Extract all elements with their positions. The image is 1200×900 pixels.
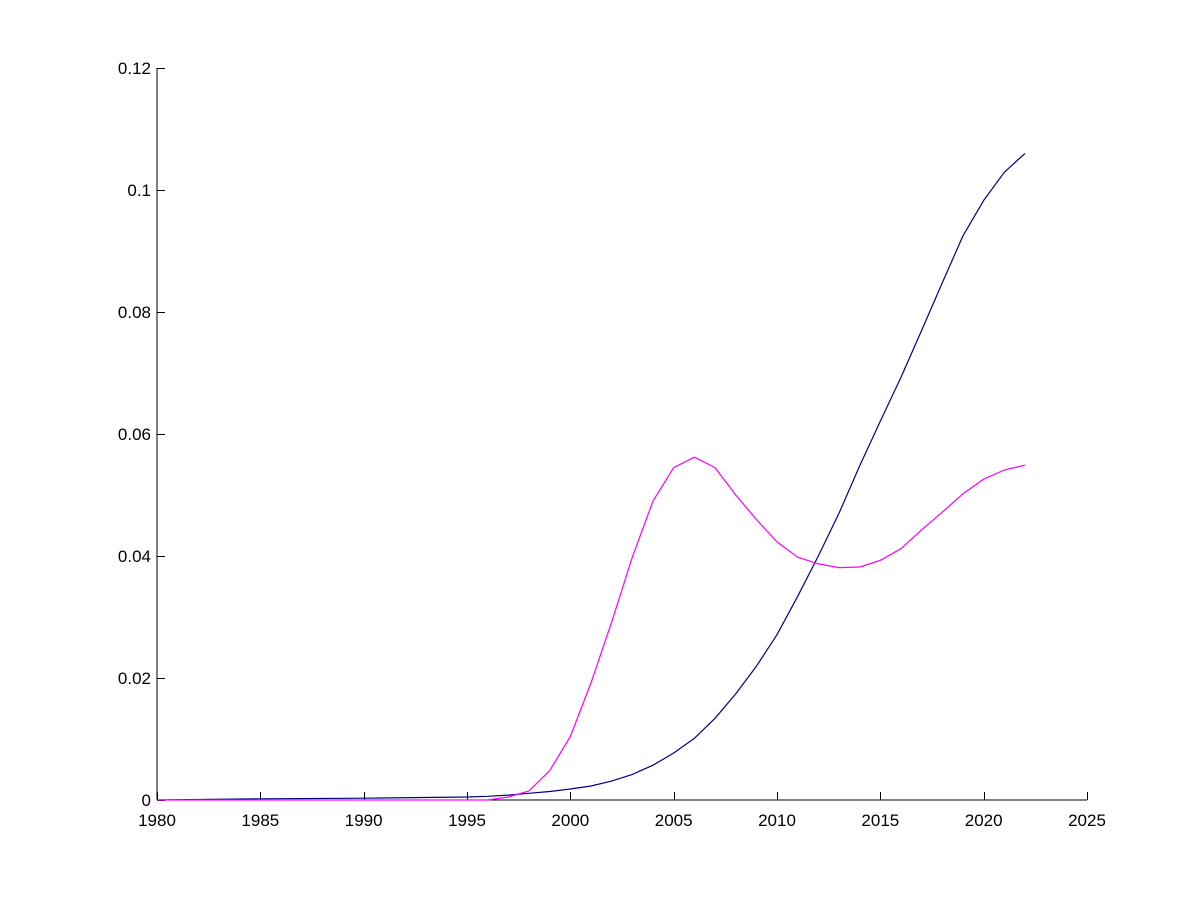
y-tick-label: 0.08 (118, 303, 151, 322)
y-tick-label: 0.1 (127, 181, 151, 200)
x-tick-label: 1995 (448, 811, 486, 830)
series-layer (156, 152, 1026, 801)
series-line-2 (157, 456, 1026, 801)
y-tick-label: 0.06 (118, 425, 151, 444)
x-tick-label: 2000 (551, 811, 589, 830)
x-tick-label: 2025 (1068, 811, 1106, 830)
axes (156, 68, 1088, 801)
x-tick-label: 1985 (241, 811, 279, 830)
x-tick-label: 2010 (758, 811, 796, 830)
y-tick-label: 0.04 (118, 547, 151, 566)
series-line-1 (156, 152, 1026, 801)
x-tick-label: 1980 (138, 811, 176, 830)
x-tick-label: 2015 (861, 811, 899, 830)
x-tick-label: 1990 (345, 811, 383, 830)
tick-labels: 1980 1985 1990 1995 2000 2005 2010 2015 2020 2025… (118, 59, 1106, 830)
x-tick-label: 2005 (655, 811, 693, 830)
y-tick-label: 0.12 (118, 59, 151, 78)
y-tick-label: 0.02 (118, 669, 151, 688)
y-tick-label: 0 (142, 791, 151, 810)
x-tick-label: 2020 (965, 811, 1003, 830)
